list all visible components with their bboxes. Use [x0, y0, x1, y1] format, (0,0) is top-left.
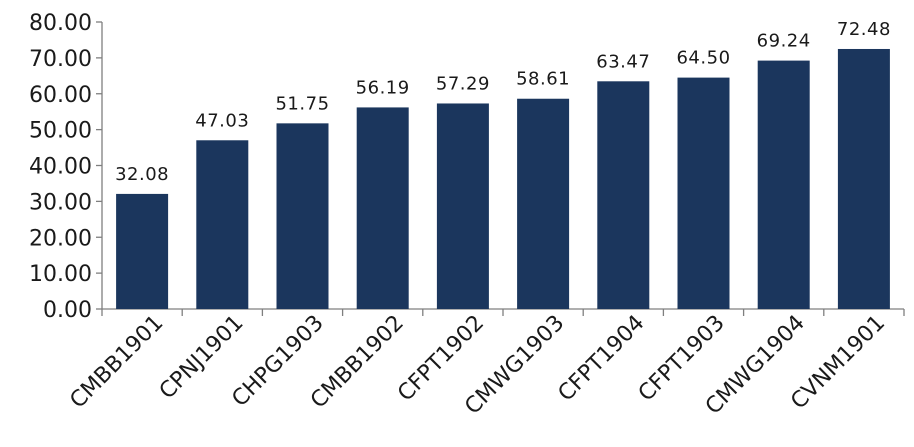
- y-tick-label: 60.00: [29, 83, 92, 108]
- data-label-cmwg1903: 58.61: [516, 69, 570, 90]
- data-labels: 32.08 47.03 51.75 56.19 57.29 58.61 63.47 64.50…: [115, 19, 891, 185]
- y-tick-label: 70.00: [29, 47, 92, 72]
- bars: [116, 48, 890, 310]
- data-label-cmbb1901: 32.08: [115, 164, 169, 185]
- bar-cmbb1902: [356, 107, 409, 310]
- bar-cmwg1903: [517, 98, 570, 309]
- data-label-cfpt1903: 64.50: [676, 48, 730, 69]
- data-label-cvnm1901: 72.48: [837, 19, 891, 40]
- bar-cfpt1904: [597, 81, 650, 309]
- bar-cmbb1901: [116, 193, 169, 309]
- x-tick-labels: CMBB1901CPNJ1901CHPG1903CMBB1902CFPT1902…: [65, 311, 890, 420]
- y-tick-label: 0.00: [43, 298, 92, 323]
- y-tick-label: 10.00: [29, 262, 92, 287]
- data-label-cmwg1904: 69.24: [757, 31, 811, 52]
- bar-cmwg1904: [757, 60, 810, 309]
- data-label-cfpt1902: 57.29: [436, 73, 490, 94]
- x-tick-label-cfpt1904: CFPT1904: [554, 311, 650, 407]
- data-label-chpg1903: 51.75: [275, 93, 329, 114]
- data-label-cfpt1904: 63.47: [596, 51, 650, 72]
- y-tick-label: 40.00: [29, 155, 92, 180]
- data-label-cpnj1901: 47.03: [195, 110, 249, 131]
- bar-chpg1903: [276, 123, 329, 309]
- y-tick-label: 50.00: [29, 119, 92, 144]
- bar-cpnj1901: [196, 140, 249, 309]
- y-tick-label: 80.00: [29, 11, 92, 36]
- bar-cvnm1901: [837, 48, 890, 310]
- y-tick-label: 20.00: [29, 226, 92, 251]
- data-label-cmbb1902: 56.19: [356, 77, 410, 98]
- y-tick-label: 30.00: [29, 190, 92, 215]
- bar-cfpt1902: [436, 103, 489, 309]
- x-tick-label-cmbb1901: CMBB1901: [65, 311, 168, 414]
- bar-cfpt1903: [677, 77, 730, 309]
- y-tick-labels: 0.00 10.00 20.00 30.00 40.00 50.00 60.00 70.00 8…: [29, 11, 92, 323]
